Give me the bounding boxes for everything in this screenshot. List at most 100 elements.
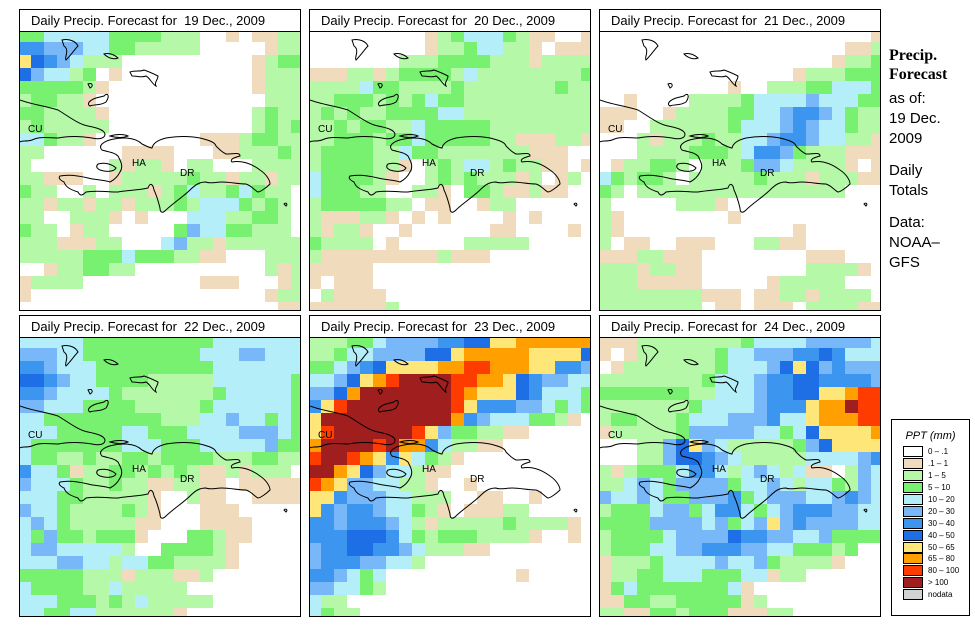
precip-cell [321,556,334,569]
precip-cell [637,491,650,504]
precip-cell [321,172,334,185]
precip-cell [148,426,161,439]
precip-cell [96,569,109,582]
precip-cell [135,185,148,198]
precip-cell [187,465,200,478]
precip-cell [96,413,109,426]
coastline [108,440,130,444]
precip-cell [871,42,880,55]
precip-cell [373,556,386,569]
precip-cell [83,517,96,530]
precip-cell [425,543,438,556]
coastline [398,440,420,444]
precip-cell [728,387,741,400]
precip-cell [568,107,581,120]
precip-cell [845,81,858,94]
precip-cell [624,348,637,361]
precip-cell [334,361,347,374]
precip-cell [650,338,663,348]
precip-cell [187,374,200,387]
precip-cell [57,55,70,68]
precip-cell [310,237,321,250]
precip-cell [44,81,57,94]
precip-cell [806,348,819,361]
precip-cell [360,530,373,543]
precip-cell [728,211,741,224]
precip-cell [20,361,31,374]
precip-cell [793,452,806,465]
precip-cell [425,55,438,68]
precip-cell [334,94,347,107]
precip-cell [135,595,148,608]
precip-cell [96,338,109,348]
precip-cell [503,107,516,120]
precip-cell [581,120,590,133]
precip-cell [663,400,676,413]
precip-cell [438,94,451,107]
precip-cell [161,465,174,478]
precip-cell [187,185,200,198]
precip-cell [676,530,689,543]
precip-cell [399,348,412,361]
coastline [641,39,659,61]
precip-cell [161,361,174,374]
precip-cell [425,68,438,81]
precip-cell [637,582,650,595]
precip-cell [291,400,300,413]
precip-cell [148,338,161,348]
precip-cell [438,348,451,361]
precip-cell [555,374,568,387]
precip-cell [187,348,200,361]
precip-cell [425,94,438,107]
precip-cell [650,133,663,146]
precip-cell [600,530,611,543]
precip-cell [624,237,637,250]
precip-cell [412,517,425,530]
precip-cell [373,338,386,348]
precip-cell [793,569,806,582]
precip-cell [386,413,399,426]
precip-cell [845,146,858,159]
precip-cell [310,276,321,289]
coastline [667,83,673,89]
place-label-dr: DR [760,474,774,485]
precip-cell [425,413,438,426]
precip-cell [754,159,767,172]
precip-cell [57,120,70,133]
precip-cell [96,387,109,400]
precip-cell [200,361,213,374]
precip-cell [347,68,360,81]
legend-item: 65 – 80 [903,553,969,565]
precip-cell [278,94,291,107]
precip-cell [148,478,161,491]
precip-cell [715,530,728,543]
precip-cell [451,400,464,413]
precip-cell [109,250,122,263]
precip-cell [425,250,438,263]
precip-cell [689,302,702,310]
precip-cell [611,556,624,569]
precip-cell [200,465,213,478]
precip-cell [624,478,637,491]
legend-item: 1 – 5 [903,470,969,482]
precip-cell [425,107,438,120]
precip-cell [715,302,728,310]
precip-cell [780,400,793,413]
precip-cell [310,338,321,348]
precip-cell [503,94,516,107]
precip-cell [503,361,516,374]
precip-cell [310,224,321,237]
precip-cell [529,94,542,107]
precip-cell [637,439,650,452]
precip-cell [529,133,542,146]
precip-cell [425,504,438,517]
precip-cell [516,55,529,68]
precip-cell [663,582,676,595]
precip-cell [373,543,386,556]
precip-cell [650,452,663,465]
precip-cell [689,452,702,465]
precip-cell [464,185,477,198]
precip-cell [360,413,373,426]
precip-cell [347,582,360,595]
